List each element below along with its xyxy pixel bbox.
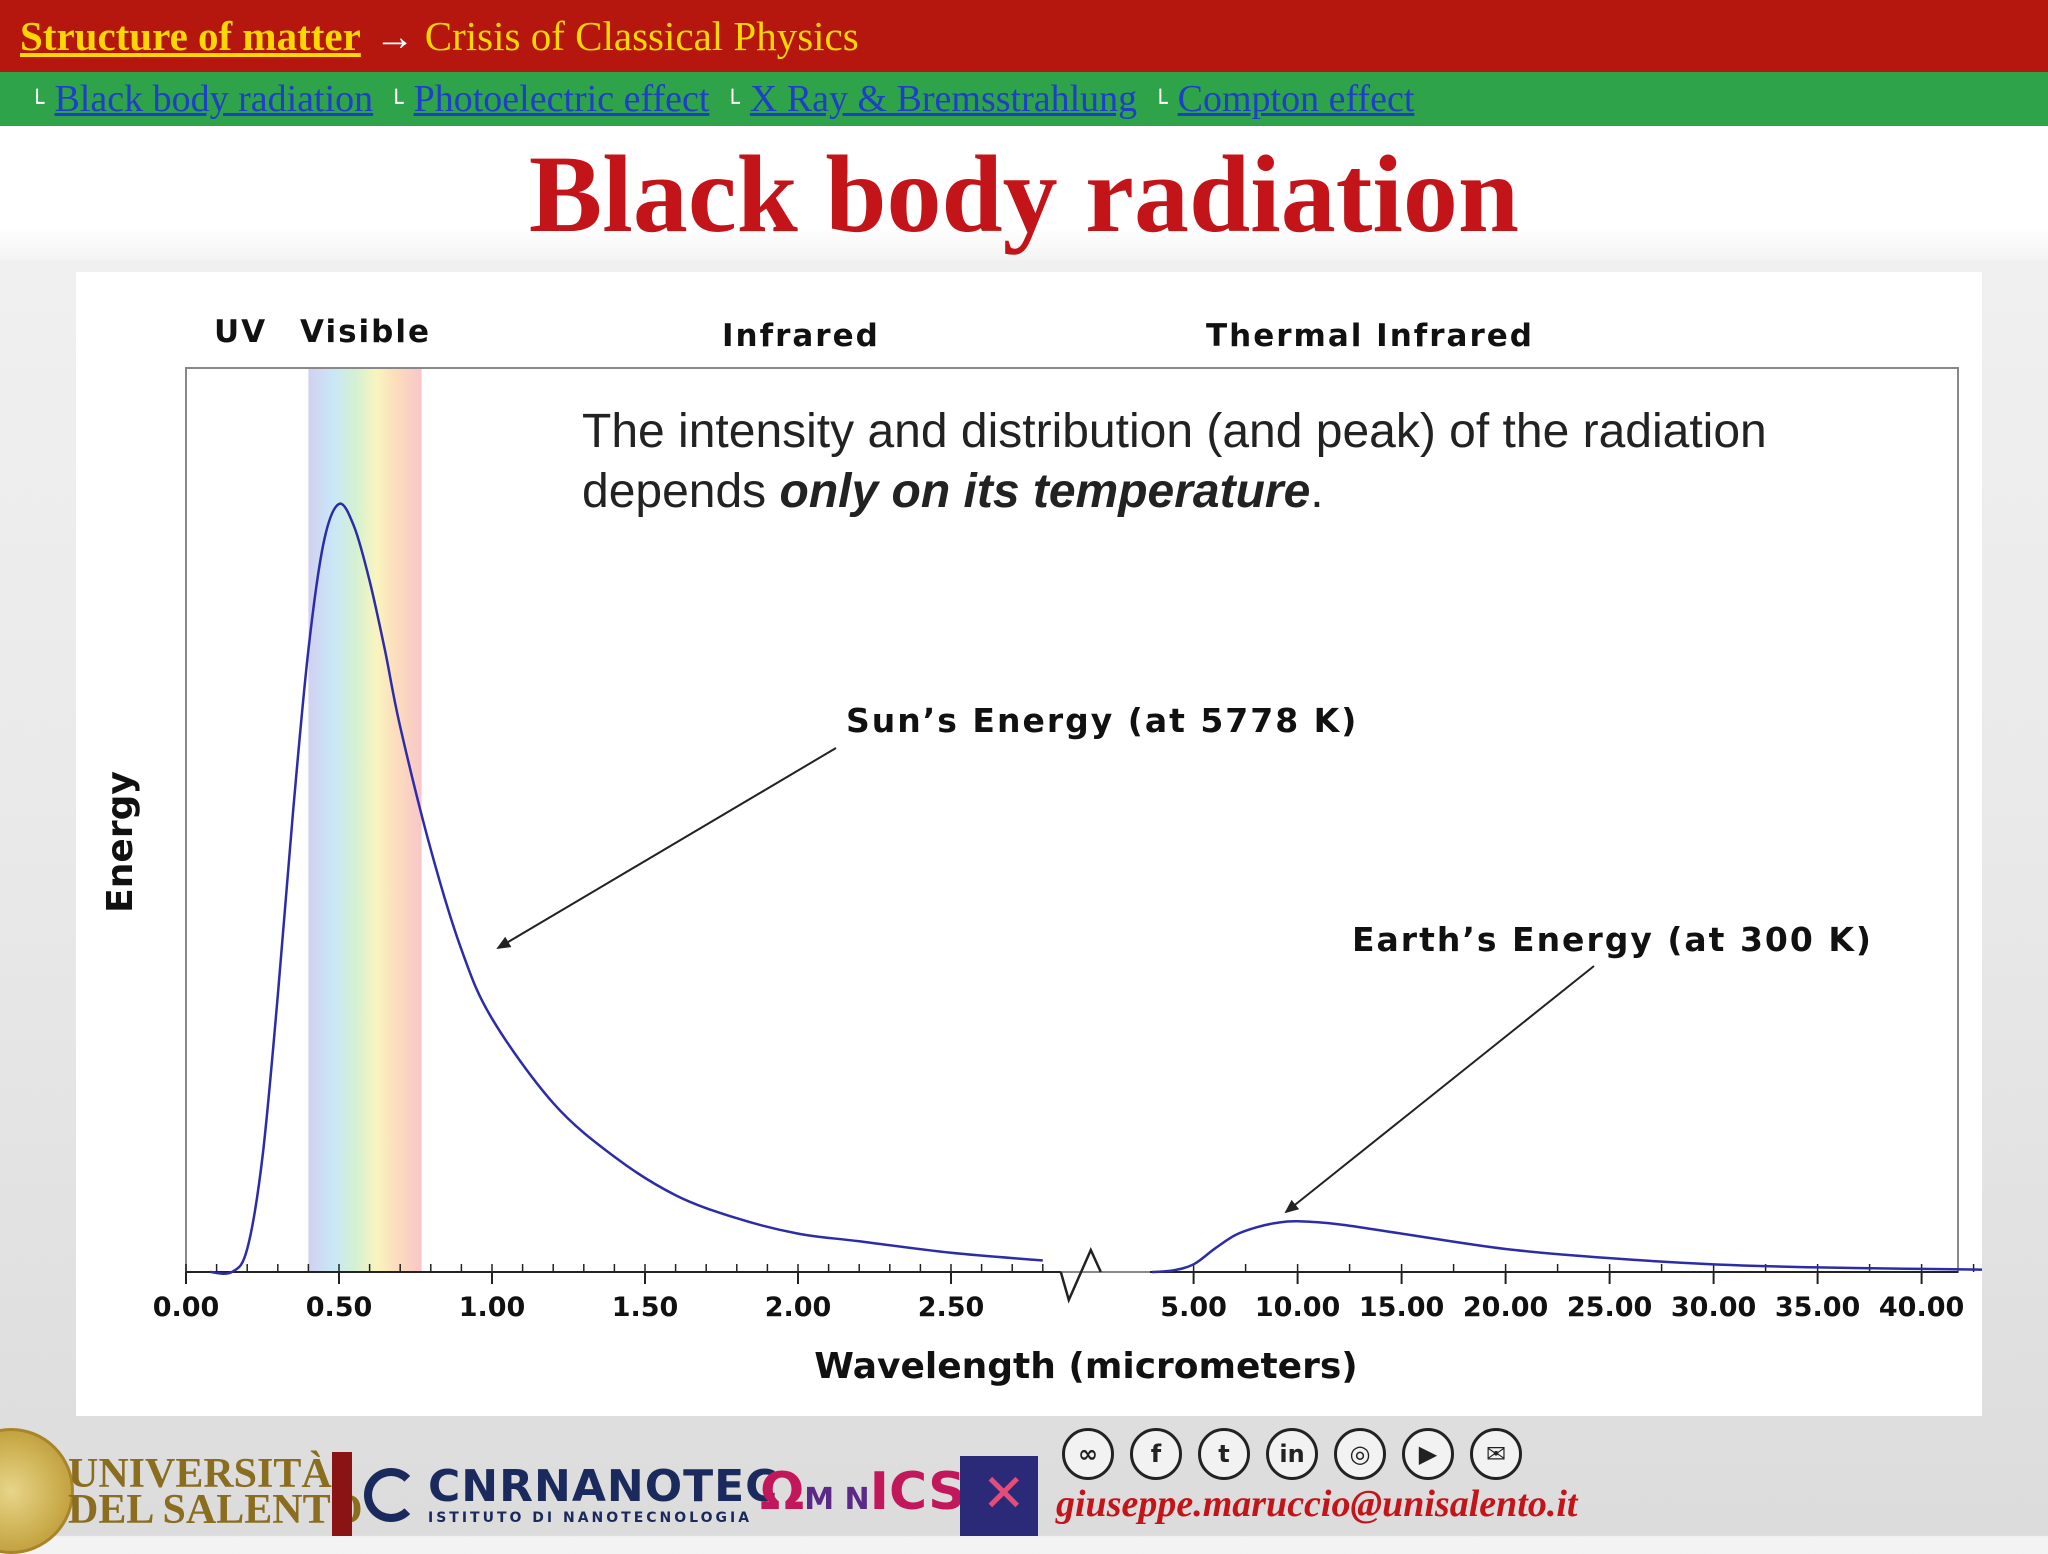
youtube-icon[interactable]: ▶ [1402, 1428, 1454, 1480]
omnics-logo: ΩM NICS [760, 1462, 966, 1522]
arrow-right-icon: → [374, 13, 415, 59]
cnr-ring-logo [364, 1468, 418, 1522]
mail-icon[interactable]: ✉ [1470, 1428, 1522, 1480]
instagram-icon[interactable]: ◎ [1334, 1428, 1386, 1480]
link-icon[interactable]: ∞ [1062, 1428, 1114, 1480]
section-nav-bar: └ Black body radiation └ Photoelectric e… [0, 72, 2048, 126]
corner-arrow-icon: └ [725, 89, 740, 117]
x-tick-label: 2.00 [765, 1292, 832, 1323]
university-name-line1: UNIVERSITÀ [68, 1451, 332, 1497]
earth-energy-curve [1151, 1220, 1982, 1274]
x-tick-label: 5.00 [1160, 1292, 1227, 1323]
x-tick-label: 20.00 [1463, 1292, 1548, 1323]
sun-energy-arrow [496, 747, 837, 950]
twitter-icon[interactable]: t [1198, 1428, 1250, 1480]
nav-link-black-body-radiation[interactable]: Black body radiation [54, 78, 374, 120]
dna-icon: ✕ [982, 1464, 1026, 1524]
earth-energy-arrow [1284, 965, 1595, 1214]
corner-arrow-icon: └ [1153, 89, 1168, 117]
x-tick-label: 35.00 [1775, 1292, 1860, 1323]
facebook-icon[interactable]: f [1130, 1428, 1182, 1480]
cnr-name: CNRNANOTEC [428, 1461, 779, 1512]
x-tick-label: 2.50 [918, 1292, 985, 1323]
band-label-uv: UV [214, 314, 267, 350]
info-text: The intensity and distribution (and peak… [582, 402, 1912, 522]
cnr-subtitle: ISTITUTO DI NANOTECNOLOGIA [428, 1510, 753, 1526]
band-label-thermal-infrared: Thermal Infrared [1206, 318, 1534, 354]
band-label-visible: Visible [300, 314, 431, 350]
visible-spectrum-band [308, 369, 422, 1271]
nav-link-compton-effect[interactable]: Compton effect [1177, 78, 1415, 120]
chart-panel: UV Visible Infrared Thermal Infrared 0.00 0.… [76, 272, 1982, 1416]
omnics-left: Ω [760, 1462, 805, 1522]
info-text-emphasis: only on its temperature [779, 465, 1311, 518]
info-text-prefix: depends [582, 465, 780, 518]
breadcrumb-crisis-classical-physics: Crisis of Classical Physics [424, 13, 859, 59]
x-tick-label: 1.00 [459, 1292, 526, 1323]
corner-arrow-icon: └ [389, 89, 404, 117]
x-tick-label: 0.50 [306, 1292, 373, 1323]
nav-item-photoelectric: └ Photoelectric effect [389, 77, 709, 121]
earth-energy-label: Earth’s Energy (at 300 K) [1352, 920, 1873, 959]
contact-email[interactable]: giuseppe.maruccio@unisalento.it [1056, 1483, 1578, 1525]
lecce-tag-logo [332, 1452, 352, 1536]
sun-energy-label: Sun’s Energy (at 5778 K) [846, 701, 1358, 740]
footer-logos: UNIVERSITÀ DEL SALENTO CNRNANOTEC ISTITU… [0, 1416, 2048, 1554]
blackbody-chart: UV Visible Infrared Thermal Infrared 0.00 0.… [100, 314, 1982, 1387]
x-axis-title: Wavelength (micrometers) [814, 1346, 1357, 1387]
top-breadcrumb-bar: Structure of matter → Crisis of Classica… [0, 0, 2048, 72]
x-tick-label: 10.00 [1255, 1292, 1340, 1323]
university-seal-logo [0, 1428, 74, 1554]
info-text-line1: The intensity and distribution (and peak… [582, 405, 1767, 458]
omnics-mid: M N [804, 1482, 870, 1517]
x-tick-label: 25.00 [1567, 1292, 1652, 1323]
nav-item-xray: └ X Ray & Bremsstrahlung [725, 77, 1137, 121]
dna-logo: ✕ [960, 1456, 1038, 1536]
nav-link-photoelectric-effect[interactable]: Photoelectric effect [413, 78, 710, 120]
cnr-nanotec-logo: CNRNANOTEC ISTITUTO DI NANOTECNOLOGIA [428, 1461, 779, 1527]
university-name-line2: DEL SALENTO [68, 1487, 363, 1533]
omnics-right: ICS [869, 1462, 966, 1522]
corner-arrow-icon: └ [30, 89, 45, 117]
nav-link-xray-bremsstrahlung[interactable]: X Ray & Bremsstrahlung [749, 78, 1138, 120]
axis-break-mark [1059, 1246, 1102, 1304]
x-tick-label: 15.00 [1359, 1292, 1444, 1323]
breadcrumb-structure-of-matter[interactable]: Structure of matter [20, 13, 361, 59]
y-axis-title: Energy [100, 771, 141, 913]
sun-energy-curve [210, 502, 1043, 1275]
info-text-suffix: . [1310, 465, 1324, 518]
university-logo: UNIVERSITÀ DEL SALENTO [68, 1451, 363, 1533]
x-tick-label: 1.50 [612, 1292, 679, 1323]
nav-item-black-body: └ Black body radiation [30, 77, 373, 121]
plot-area-frame [185, 367, 1959, 1273]
linkedin-icon[interactable]: in [1266, 1428, 1318, 1480]
title-band [0, 126, 2048, 260]
x-tick-label: 30.00 [1671, 1292, 1756, 1323]
x-tick-label: 0.00 [153, 1292, 220, 1323]
band-label-infrared: Infrared [722, 318, 880, 354]
x-tick-label: 40.00 [1879, 1292, 1964, 1323]
nav-item-compton: └ Compton effect [1153, 77, 1414, 121]
page-title: Black body radiation [528, 133, 1520, 255]
